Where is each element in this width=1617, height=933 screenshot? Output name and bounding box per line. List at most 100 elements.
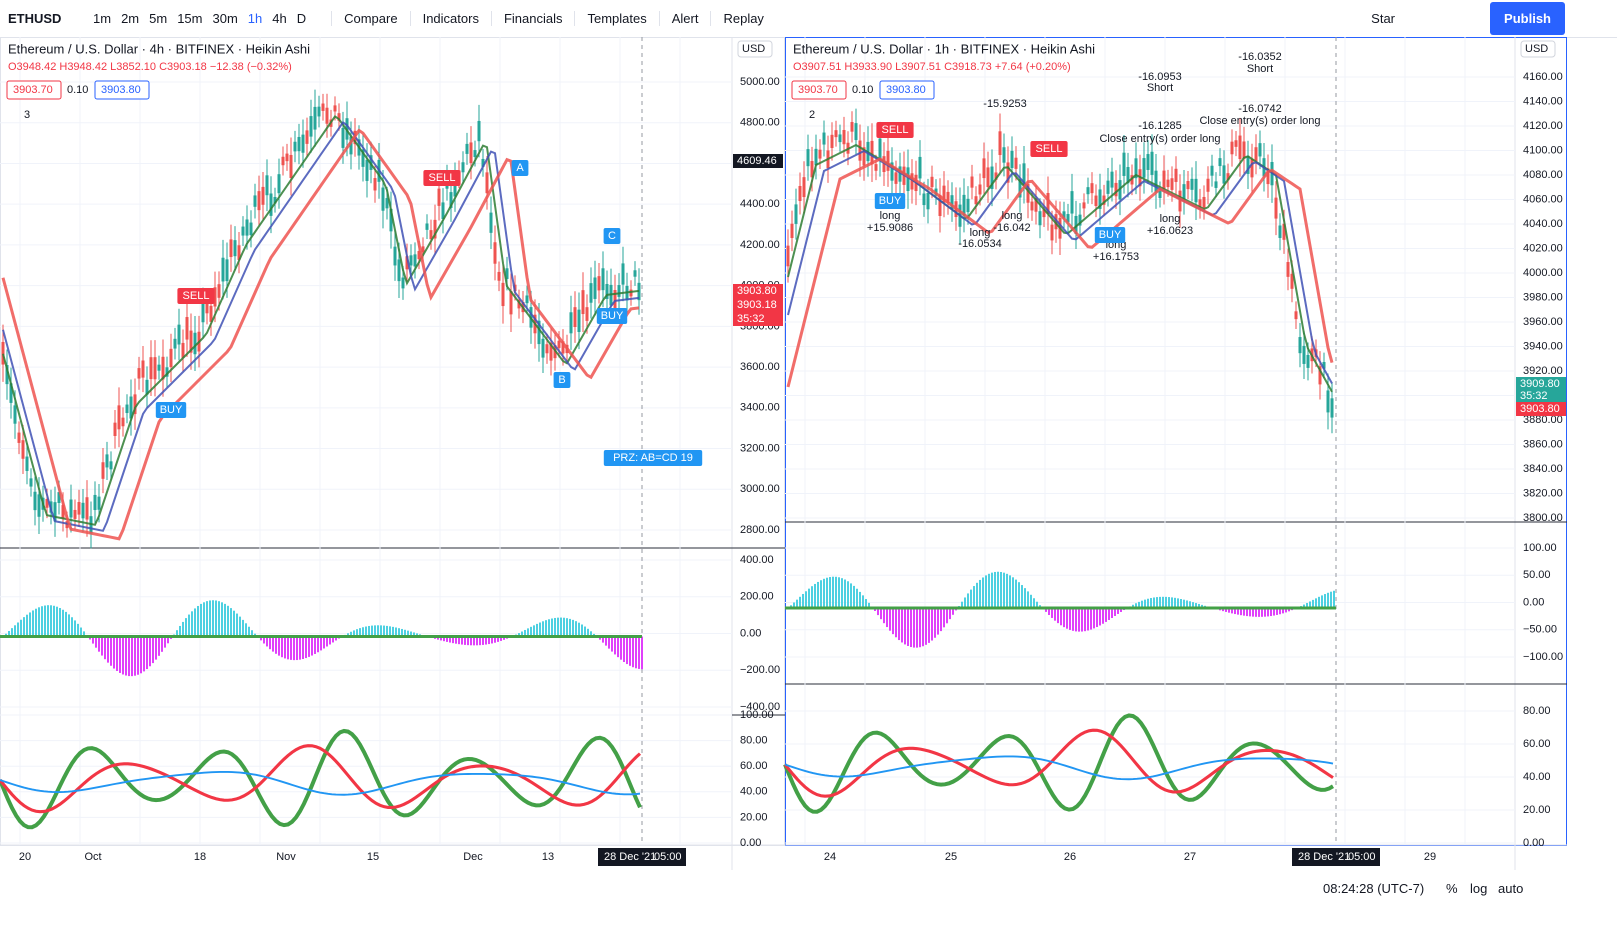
layout-button[interactable]: Star bbox=[1371, 11, 1395, 26]
interval-button[interactable]: 2m bbox=[121, 11, 140, 26]
histogram-bar bbox=[569, 618, 571, 637]
interval-button[interactable]: 15m bbox=[177, 11, 203, 26]
histogram-bar bbox=[167, 636, 169, 644]
histogram-bar bbox=[68, 614, 70, 637]
candle bbox=[1290, 273, 1294, 289]
symbol[interactable]: ETHUSD bbox=[8, 11, 62, 26]
interval-button[interactable]: 1h bbox=[247, 11, 263, 26]
candle bbox=[1042, 209, 1046, 218]
histogram-bar bbox=[524, 629, 526, 637]
histogram-bar bbox=[185, 618, 187, 637]
candle bbox=[557, 340, 561, 348]
candle bbox=[1146, 154, 1150, 170]
histogram-bar bbox=[581, 624, 583, 637]
candle bbox=[549, 342, 553, 361]
candle bbox=[1002, 147, 1006, 163]
histogram-bar bbox=[1030, 594, 1032, 608]
toolbar-button[interactable]: Templates bbox=[574, 11, 658, 26]
annotation: +16.0623 bbox=[1147, 225, 1193, 237]
candle bbox=[237, 245, 241, 260]
histogram-bar bbox=[227, 605, 229, 637]
price-axis-label: 4800.00 bbox=[740, 117, 780, 129]
candle bbox=[53, 502, 57, 522]
histogram-bar bbox=[215, 600, 217, 637]
candle bbox=[245, 219, 249, 236]
histogram-bar bbox=[1192, 602, 1194, 608]
candle bbox=[1190, 178, 1194, 190]
histogram-bar bbox=[269, 636, 271, 650]
histogram-bar bbox=[224, 603, 226, 637]
candle bbox=[966, 198, 970, 213]
histogram-bar bbox=[614, 636, 616, 655]
histogram-bar bbox=[796, 599, 798, 608]
histogram-bar bbox=[1285, 608, 1287, 613]
histogram-bar bbox=[1147, 598, 1149, 608]
percent-toggle[interactable]: % bbox=[1446, 881, 1458, 896]
candle bbox=[469, 142, 473, 164]
histogram-bar bbox=[11, 628, 13, 637]
candle bbox=[417, 251, 421, 260]
candle bbox=[830, 134, 834, 149]
price-tag bbox=[733, 284, 783, 298]
moving-average bbox=[786, 157, 1334, 388]
histogram-bar bbox=[494, 636, 496, 643]
candle bbox=[1302, 345, 1306, 364]
annotation-box bbox=[1094, 227, 1126, 243]
annotation-box bbox=[876, 122, 914, 138]
histogram-bar bbox=[1021, 585, 1023, 608]
log-toggle[interactable]: log bbox=[1470, 881, 1488, 896]
candle bbox=[405, 256, 409, 270]
toolbar-button[interactable]: Compare bbox=[331, 11, 409, 26]
toolbar-button[interactable]: Financials bbox=[490, 11, 575, 26]
candle bbox=[850, 122, 854, 132]
candle bbox=[589, 283, 593, 303]
toolbar-button[interactable]: Alert bbox=[658, 11, 711, 26]
candle bbox=[241, 226, 245, 236]
interval-button[interactable]: 5m bbox=[149, 11, 168, 26]
candle bbox=[313, 106, 317, 130]
histogram-bar bbox=[455, 636, 457, 644]
annotation: SELL bbox=[882, 124, 909, 136]
interval-button[interactable]: D bbox=[296, 11, 307, 26]
histogram-bar bbox=[20, 619, 22, 637]
histogram-bar bbox=[922, 608, 924, 647]
auto-toggle[interactable]: auto bbox=[1498, 881, 1524, 896]
histogram-bar bbox=[1111, 608, 1113, 618]
histogram-bar bbox=[65, 611, 67, 637]
histogram-bar bbox=[913, 608, 915, 648]
annotation: BUY bbox=[1099, 229, 1122, 241]
publish-button[interactable]: Publish bbox=[1490, 2, 1565, 35]
candle bbox=[1210, 165, 1214, 176]
candle bbox=[73, 509, 77, 519]
histogram-bar bbox=[383, 625, 385, 637]
candle bbox=[950, 195, 954, 209]
interval-button[interactable]: 1m bbox=[93, 11, 112, 26]
candle bbox=[581, 290, 585, 315]
histogram-bar bbox=[41, 606, 43, 637]
candle bbox=[798, 186, 802, 202]
interval-button[interactable]: 30m bbox=[212, 11, 238, 26]
histogram-bar bbox=[590, 631, 592, 637]
candle bbox=[13, 405, 17, 424]
annotation: +15.9086 bbox=[867, 222, 913, 234]
toolbar-button[interactable]: Replay bbox=[710, 11, 775, 26]
toolbar-button[interactable]: Indicators bbox=[409, 11, 491, 26]
histogram-bar bbox=[278, 636, 280, 656]
annotation-box bbox=[155, 402, 187, 418]
histogram-bar bbox=[221, 602, 223, 637]
histogram-bar bbox=[1009, 575, 1011, 608]
candle bbox=[133, 394, 137, 415]
candle bbox=[453, 177, 457, 197]
time-axis-label: 29 bbox=[1424, 851, 1436, 863]
status-bar: 08:24:28 (UTC-7) % log auto bbox=[0, 870, 1617, 905]
candle bbox=[413, 254, 417, 267]
candle bbox=[994, 172, 998, 180]
annotation: long bbox=[1002, 210, 1023, 222]
histogram-bar bbox=[898, 608, 900, 641]
histogram-bar bbox=[1276, 608, 1278, 615]
histogram-bar bbox=[323, 636, 325, 649]
histogram-bar bbox=[976, 582, 978, 608]
annotation: long bbox=[880, 210, 901, 222]
interval-button[interactable]: 4h bbox=[272, 11, 287, 26]
spread: 0.10 bbox=[67, 84, 88, 96]
